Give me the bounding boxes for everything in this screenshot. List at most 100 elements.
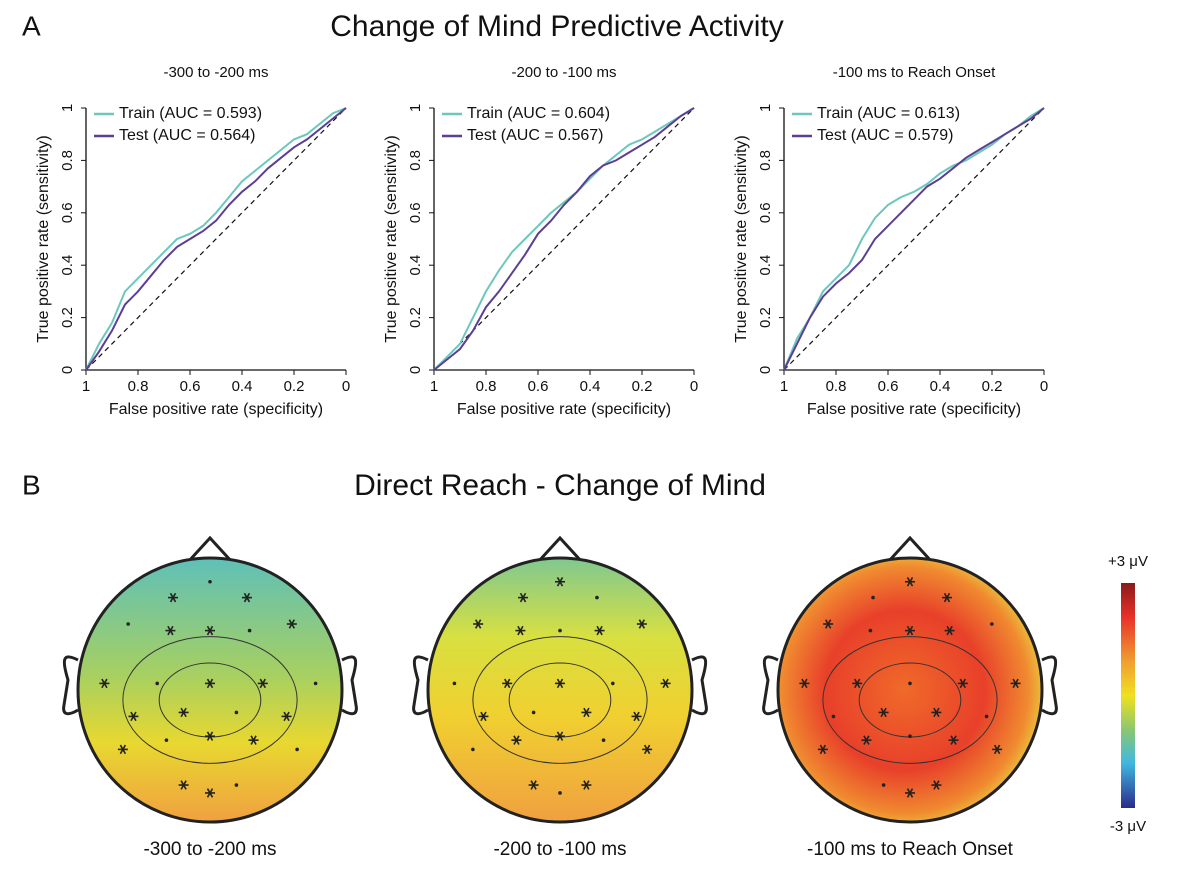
electrode-sig (556, 678, 564, 689)
contour (122, 636, 298, 764)
legend-label: Train (AUC = 0.604) (467, 105, 610, 122)
electrode (234, 783, 239, 787)
electrode-sig (519, 592, 527, 603)
x-axis-label: False positive rate (specificity) (109, 401, 323, 418)
x-tick-label: 0.4 (232, 378, 253, 395)
map-label: -300 to -200 ms (143, 839, 276, 860)
x-tick-label: 1 (780, 378, 788, 395)
head-ear (1041, 655, 1058, 716)
panel-title: Direct Reach - Change of Mind (354, 469, 766, 502)
electrode-sig (643, 744, 651, 755)
x-tick-label: 0 (1040, 378, 1048, 395)
electrode-sig (819, 744, 827, 755)
x-tick-label: 0.4 (580, 378, 601, 395)
electrode-sig (250, 735, 257, 745)
roc-line (783, 107, 1045, 371)
electrode-sig (556, 731, 564, 741)
y-tick-label: 0.6 (757, 202, 774, 223)
y-tick-label: 0.2 (757, 307, 774, 328)
electrode-sig (169, 592, 177, 603)
electrode (208, 579, 212, 584)
roc-line (85, 107, 347, 371)
legend-label: Test (AUC = 0.579) (817, 127, 954, 144)
electrode-sig (943, 592, 951, 603)
map-label: -100 ms to Reach Onset (807, 839, 1014, 860)
electrode-sig (556, 577, 564, 587)
electrode-sig (854, 678, 861, 689)
electrode-sig (933, 707, 940, 718)
y-tick-label: 1 (407, 104, 424, 112)
x-tick-label: 1 (430, 378, 438, 395)
electrode-sig (243, 592, 251, 603)
electrode (558, 628, 562, 633)
head-ear (412, 655, 429, 716)
roc-line (433, 107, 695, 371)
topomap (76, 556, 344, 824)
electrode-sig (206, 678, 214, 689)
electrode-sig (101, 678, 108, 689)
electrode-sig (474, 619, 482, 629)
chance-line (85, 107, 347, 371)
electrode-sig (824, 619, 832, 629)
electrode (595, 595, 599, 600)
electrode-sig (946, 625, 953, 636)
contour (822, 636, 998, 764)
electrode (295, 747, 299, 752)
x-tick-label: 0.4 (930, 378, 951, 395)
electrode-sig (206, 625, 214, 636)
chance-line (433, 107, 695, 371)
x-tick-label: 0.6 (878, 378, 899, 395)
panel-label: B (22, 469, 41, 500)
electrode (531, 710, 536, 715)
legend-label: Test (AUC = 0.564) (119, 127, 256, 144)
head-ear (341, 655, 358, 716)
electrode-sig (583, 780, 590, 790)
electrode-sig (993, 744, 1001, 755)
y-axis-label: True positive rate (sensitivity) (35, 135, 52, 342)
electrode (452, 681, 457, 686)
x-tick-label: 0.8 (128, 378, 149, 395)
x-tick-label: 0.2 (284, 378, 305, 395)
electrode-sig (906, 625, 914, 636)
head-nose (886, 535, 934, 564)
chart-title: -200 to -100 ms (511, 64, 616, 81)
x-tick-label: 0.2 (632, 378, 653, 395)
electrode-sig (596, 625, 603, 636)
roc-line (85, 107, 347, 371)
y-tick-label: 0.8 (407, 150, 424, 171)
electrode (990, 622, 994, 626)
electrode-sig (863, 735, 870, 745)
y-tick-label: 0.2 (59, 307, 76, 328)
chance-line (783, 107, 1045, 371)
x-tick-label: 0.6 (528, 378, 549, 395)
map-label: -200 to -100 ms (493, 839, 626, 860)
electrode-sig (504, 678, 511, 689)
y-axis-label: True positive rate (sensitivity) (733, 135, 750, 342)
x-tick-label: 0 (342, 378, 350, 395)
head-ear (62, 655, 79, 716)
x-axis-label: False positive rate (specificity) (807, 401, 1021, 418)
panel-title: Change of Mind Predictive Activity (330, 10, 784, 43)
electrode-sig (130, 711, 137, 722)
x-axis-label: False positive rate (specificity) (457, 401, 671, 418)
y-tick-label: 0.4 (757, 255, 774, 276)
electrode-sig (180, 707, 187, 718)
electrode-sig (959, 678, 966, 689)
electrode (164, 738, 169, 742)
x-tick-label: 0 (690, 378, 698, 395)
electrode-sig (1012, 678, 1019, 689)
legend-label: Train (AUC = 0.613) (817, 105, 960, 122)
electrode (313, 681, 318, 686)
electrode-sig (288, 619, 296, 629)
electrode (155, 681, 159, 686)
y-tick-label: 0.2 (407, 307, 424, 328)
electrode-sig (167, 625, 174, 636)
electrode-sig (513, 735, 520, 745)
colorbar-min: -3 μV (1110, 818, 1146, 835)
electrode-sig (119, 744, 127, 755)
electrode-sig (480, 711, 487, 722)
y-tick-label: 0.8 (757, 150, 774, 171)
electrode-sig (880, 707, 887, 718)
head-nose (536, 535, 584, 564)
